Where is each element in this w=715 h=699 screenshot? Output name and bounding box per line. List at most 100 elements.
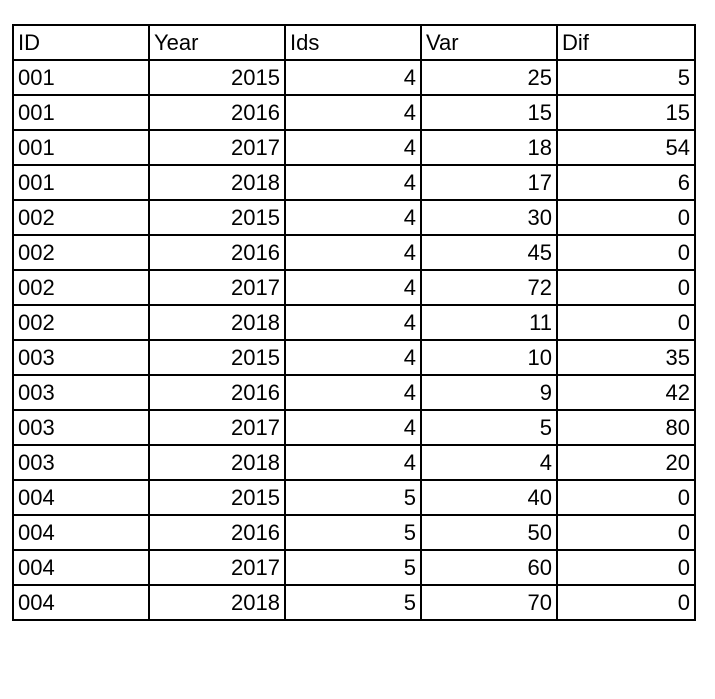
cell: 4: [284, 129, 422, 166]
cell: 5: [556, 59, 696, 96]
cell: 001: [12, 164, 150, 201]
cell: 003: [12, 409, 150, 446]
cell: 40: [420, 479, 558, 516]
header-cell: Year: [148, 24, 286, 61]
cell: 2016: [148, 234, 286, 271]
data-row: 001 2016 4 15 15: [12, 94, 696, 131]
cell: 2018: [148, 584, 286, 621]
cell: 0: [556, 549, 696, 586]
cell: 2017: [148, 129, 286, 166]
data-table: ID Year Ids Var Dif 001 2015 4 25 5 001 2016 4 15 15 00…: [12, 24, 696, 621]
cell: 003: [12, 444, 150, 481]
header-row: ID Year Ids Var Dif: [12, 24, 696, 61]
cell: 004: [12, 549, 150, 586]
cell: 60: [420, 549, 558, 586]
cell: 0: [556, 514, 696, 551]
cell: 50: [420, 514, 558, 551]
data-row: 002 2015 4 30 0: [12, 199, 696, 236]
cell: 5: [284, 549, 422, 586]
cell: 002: [12, 269, 150, 306]
cell: 004: [12, 514, 150, 551]
cell: 4: [420, 444, 558, 481]
cell: 2018: [148, 444, 286, 481]
cell: 001: [12, 94, 150, 131]
cell: 5: [284, 584, 422, 621]
cell: 4: [284, 234, 422, 271]
cell: 20: [556, 444, 696, 481]
cell: 2016: [148, 514, 286, 551]
cell: 4: [284, 164, 422, 201]
data-row: 002 2016 4 45 0: [12, 234, 696, 271]
cell: 4: [284, 59, 422, 96]
cell: 0: [556, 199, 696, 236]
cell: 2018: [148, 164, 286, 201]
cell: 4: [284, 199, 422, 236]
cell: 5: [420, 409, 558, 446]
data-row: 001 2017 4 18 54: [12, 129, 696, 166]
data-row: 003 2018 4 4 20: [12, 444, 696, 481]
cell: 15: [420, 94, 558, 131]
cell: 003: [12, 374, 150, 411]
data-row: 003 2015 4 10 35: [12, 339, 696, 376]
cell: 5: [284, 514, 422, 551]
cell: 10: [420, 339, 558, 376]
data-row: 002 2018 4 11 0: [12, 304, 696, 341]
cell: 4: [284, 374, 422, 411]
cell: 15: [556, 94, 696, 131]
data-row: 004 2016 5 50 0: [12, 514, 696, 551]
cell: 0: [556, 304, 696, 341]
cell: 004: [12, 479, 150, 516]
data-row: 003 2016 4 9 42: [12, 374, 696, 411]
header-cell: Var: [420, 24, 558, 61]
cell: 002: [12, 234, 150, 271]
cell: 4: [284, 94, 422, 131]
cell: 4: [284, 304, 422, 341]
table-body: ID Year Ids Var Dif 001 2015 4 25 5 001 2016 4 15 15 00…: [12, 24, 696, 621]
cell: 2015: [148, 479, 286, 516]
data-row: 004 2015 5 40 0: [12, 479, 696, 516]
cell: 4: [284, 339, 422, 376]
cell: 2015: [148, 339, 286, 376]
cell: 0: [556, 269, 696, 306]
cell: 2015: [148, 59, 286, 96]
data-row: 003 2017 4 5 80: [12, 409, 696, 446]
cell: 42: [556, 374, 696, 411]
cell: 35: [556, 339, 696, 376]
data-row: 002 2017 4 72 0: [12, 269, 696, 306]
header-cell: Ids: [284, 24, 422, 61]
cell: 0: [556, 584, 696, 621]
header-cell: Dif: [556, 24, 696, 61]
data-row: 001 2015 4 25 5: [12, 59, 696, 96]
cell: 18: [420, 129, 558, 166]
cell: 45: [420, 234, 558, 271]
cell: 5: [284, 479, 422, 516]
cell: 72: [420, 269, 558, 306]
cell: 70: [420, 584, 558, 621]
cell: 2016: [148, 374, 286, 411]
cell: 17: [420, 164, 558, 201]
cell: 80: [556, 409, 696, 446]
cell: 004: [12, 584, 150, 621]
cell: 4: [284, 444, 422, 481]
cell: 4: [284, 409, 422, 446]
cell: 2016: [148, 94, 286, 131]
data-row: 004 2017 5 60 0: [12, 549, 696, 586]
cell: 0: [556, 234, 696, 271]
cell: 25: [420, 59, 558, 96]
cell: 30: [420, 199, 558, 236]
cell: 0: [556, 479, 696, 516]
cell: 54: [556, 129, 696, 166]
cell: 2015: [148, 199, 286, 236]
cell: 2017: [148, 269, 286, 306]
cell: 2017: [148, 409, 286, 446]
cell: 2018: [148, 304, 286, 341]
cell: 001: [12, 59, 150, 96]
cell: 002: [12, 199, 150, 236]
cell: 4: [284, 269, 422, 306]
cell: 003: [12, 339, 150, 376]
cell: 11: [420, 304, 558, 341]
data-row: 001 2018 4 17 6: [12, 164, 696, 201]
header-cell: ID: [12, 24, 150, 61]
cell: 2017: [148, 549, 286, 586]
